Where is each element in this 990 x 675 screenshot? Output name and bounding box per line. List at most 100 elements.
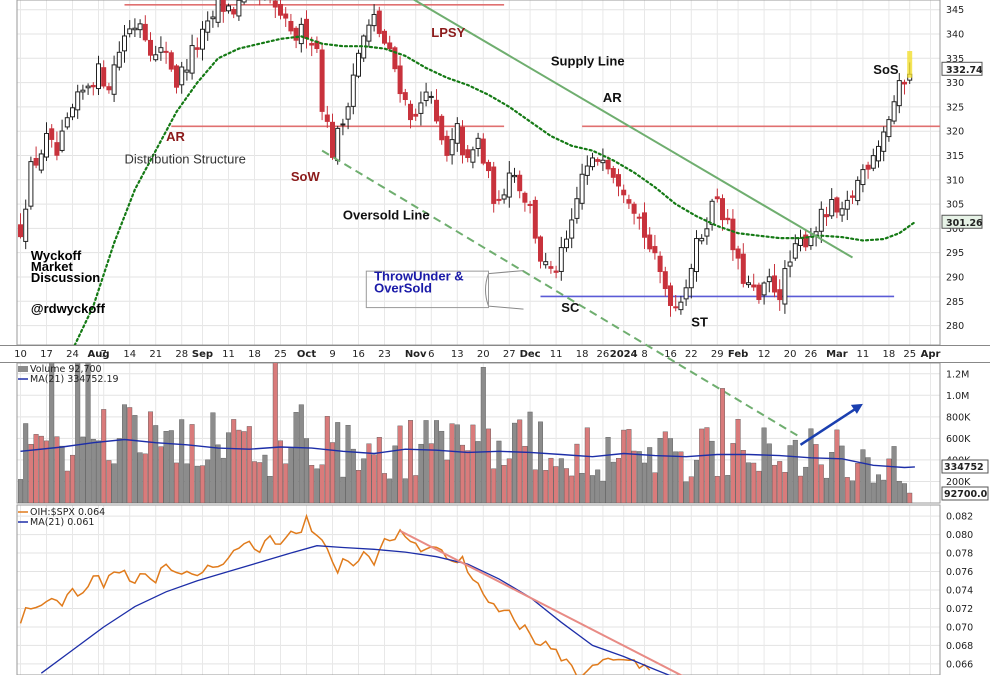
candle-body — [720, 198, 725, 221]
candle-body — [798, 237, 803, 246]
last-bar-highlight — [907, 51, 913, 78]
x-tick-label: 18 — [883, 349, 896, 360]
x-tick-label: 28 — [175, 349, 188, 360]
volume-bar — [813, 444, 819, 503]
price-current-tag: 332.74 — [946, 65, 983, 76]
volume-ma-tag: 334752 — [944, 462, 984, 473]
price-ma-tag-bg — [941, 214, 983, 229]
volume-bar — [725, 475, 731, 503]
candle-body — [272, 0, 278, 8]
x-tick-label: 24 — [66, 349, 79, 360]
volume-bar — [756, 470, 762, 503]
candle-body — [668, 285, 673, 306]
x-tick-label: 16 — [352, 349, 365, 360]
volume-bar — [792, 439, 798, 503]
volume-bar — [506, 458, 512, 503]
candle-body — [236, 0, 242, 17]
candle-body — [382, 30, 387, 44]
candle-body — [168, 52, 174, 70]
volume-bar — [470, 424, 476, 503]
ratio-y-tick: 0.070 — [946, 622, 973, 633]
volume-bar — [803, 466, 809, 503]
candle-body — [376, 10, 382, 34]
candle-body — [330, 121, 335, 158]
price-y-tick: 310 — [946, 175, 964, 186]
candle-body — [491, 166, 497, 204]
volume-bar — [808, 428, 814, 503]
volume-bar — [101, 409, 107, 503]
price-y-tick: 295 — [946, 248, 964, 259]
annotation-label: Wyckoff — [31, 248, 82, 263]
candle-body — [137, 23, 143, 31]
volume-bar — [579, 472, 585, 503]
callout-box — [365, 270, 489, 309]
ratio-line — [19, 513, 651, 675]
volume-bar — [387, 478, 393, 503]
candle-body — [564, 238, 569, 249]
candle-body — [896, 80, 902, 107]
volume-bar — [439, 430, 445, 503]
volume-bar — [163, 431, 169, 503]
oversold-line — [321, 149, 802, 439]
candle-body — [366, 24, 372, 42]
x-tick-label: 12 — [758, 349, 771, 360]
candle-body — [746, 282, 751, 286]
volume-bar — [876, 474, 882, 503]
candle-body — [480, 138, 486, 164]
ratio-legend-ratio: OIH:$SPX 0.064 — [30, 507, 105, 518]
volume-bar — [512, 422, 518, 503]
candle-body — [116, 51, 122, 68]
x-tick-label: Dec — [520, 349, 541, 360]
volume-bar — [418, 443, 424, 503]
volume-bar — [309, 465, 315, 503]
volume-bar — [278, 440, 284, 503]
ratio-y-tick: 0.080 — [946, 530, 973, 541]
volume-bar — [194, 465, 200, 503]
x-tick-label: 11 — [857, 349, 870, 360]
candle-body — [304, 18, 309, 39]
volume-bar — [413, 475, 419, 503]
volume-bar — [28, 443, 34, 503]
volume-bar — [584, 427, 590, 503]
candle-body — [465, 149, 471, 158]
candle-body — [18, 224, 23, 238]
price-y-tick: 320 — [946, 127, 964, 138]
volume-ma-line — [20, 438, 915, 469]
volume-bar — [85, 363, 91, 503]
candle-body — [496, 198, 502, 201]
volume-bar — [220, 457, 226, 503]
volume-bar — [288, 447, 294, 503]
candle-body — [70, 107, 75, 118]
volume-bar — [454, 424, 460, 503]
candle-body — [844, 199, 850, 210]
candle-body — [886, 119, 892, 138]
candle-body — [106, 86, 112, 91]
candle-body — [532, 199, 538, 239]
volume-bar — [662, 431, 668, 503]
volume-bar — [382, 473, 388, 503]
candle-body — [200, 28, 205, 50]
candle-body — [553, 270, 559, 273]
price-y-tick: 305 — [946, 200, 964, 211]
volume-ma-tag-bg — [941, 459, 989, 474]
ratio-y-tick: 0.078 — [946, 549, 973, 560]
volume-bar — [49, 363, 55, 503]
x-tick-label: 8 — [641, 349, 647, 360]
ratio-y-tick: 0.076 — [946, 567, 973, 578]
candle-body — [132, 27, 138, 31]
candle-body — [189, 45, 195, 74]
volume-bar — [532, 469, 538, 503]
candles — [18, 0, 913, 317]
candle-body — [824, 214, 829, 218]
volume-bar — [870, 482, 876, 503]
annotation-label: Oversold Line — [343, 208, 430, 223]
volume-bar — [527, 411, 533, 503]
volume-bar — [361, 458, 367, 503]
candle-body — [460, 126, 465, 156]
candle-body — [340, 123, 346, 126]
price-y-tick: 280 — [946, 321, 964, 332]
volume-y-tick: 200K — [946, 477, 971, 488]
volume-bar — [766, 443, 772, 503]
candle-body — [699, 237, 705, 242]
volume-bar — [751, 462, 757, 503]
